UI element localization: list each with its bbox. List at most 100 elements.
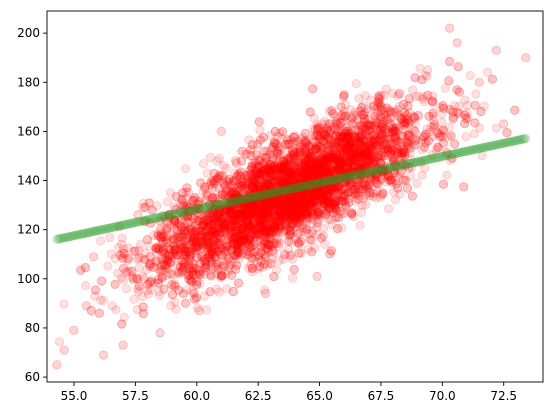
observed-point xyxy=(161,225,172,235)
observed-point xyxy=(357,122,367,132)
observed-point xyxy=(235,193,245,203)
observed-point xyxy=(364,181,374,191)
observed-point xyxy=(312,131,322,141)
observed-point xyxy=(286,213,296,223)
observed-point xyxy=(219,161,229,171)
observed-point xyxy=(265,211,275,221)
observed-point xyxy=(142,235,152,245)
observed-point xyxy=(347,113,357,123)
observed-point xyxy=(241,204,251,214)
observed-point xyxy=(306,180,316,190)
observed-point xyxy=(403,130,413,141)
observed-point xyxy=(207,248,217,258)
observed-point xyxy=(280,221,291,231)
observed-point xyxy=(157,238,167,248)
observed-point xyxy=(392,136,402,146)
observed-point xyxy=(307,247,317,257)
observed-point xyxy=(405,143,415,153)
observed-point xyxy=(382,144,393,154)
observed-point xyxy=(286,237,296,247)
observed-point xyxy=(244,203,254,213)
observed-point xyxy=(179,246,189,256)
observed-point xyxy=(211,199,221,210)
observed-point xyxy=(376,172,386,182)
observed-point xyxy=(247,140,257,150)
observed-point xyxy=(232,250,243,260)
observed-point xyxy=(257,207,267,217)
observed-point xyxy=(294,167,304,177)
observed-point xyxy=(247,263,257,274)
observed-point xyxy=(155,216,165,226)
observed-point xyxy=(355,220,365,230)
observed-point xyxy=(181,164,191,174)
observed-point xyxy=(284,183,294,193)
observed-point xyxy=(342,188,353,198)
observed-point xyxy=(145,261,155,271)
observed-point xyxy=(287,146,297,157)
observed-point xyxy=(199,159,209,169)
observed-point xyxy=(297,178,307,188)
observed-point xyxy=(177,267,187,277)
observed-point xyxy=(351,149,361,159)
observed-point xyxy=(438,179,449,189)
observed-point xyxy=(428,108,438,118)
observed-point xyxy=(381,177,391,187)
observed-point xyxy=(372,125,382,135)
observed-point xyxy=(318,184,328,194)
observed-point xyxy=(265,159,275,169)
observed-point xyxy=(286,169,297,179)
observed-point xyxy=(201,222,211,232)
observed-point xyxy=(284,176,295,186)
observed-point xyxy=(191,226,201,236)
observed-point xyxy=(305,179,315,190)
observed-point xyxy=(165,188,176,198)
observed-point xyxy=(171,192,181,202)
observed-point xyxy=(280,250,290,260)
observed-point xyxy=(294,220,304,230)
observed-point xyxy=(274,226,284,236)
observed-point xyxy=(299,189,309,199)
observed-point xyxy=(217,217,227,227)
observed-point xyxy=(246,212,256,222)
observed-point xyxy=(174,218,184,228)
observed-point xyxy=(352,166,362,176)
observed-point xyxy=(361,183,372,193)
observed-point xyxy=(417,145,427,155)
observed-point xyxy=(301,147,311,157)
observed-point xyxy=(418,92,429,102)
observed-point xyxy=(263,241,273,251)
observed-point xyxy=(230,199,240,209)
observed-point xyxy=(257,166,267,176)
observed-point xyxy=(319,167,330,177)
observed-point xyxy=(305,157,316,168)
observed-point xyxy=(209,253,219,263)
observed-point xyxy=(347,159,357,169)
observed-point xyxy=(308,84,318,94)
observed-point xyxy=(313,210,323,220)
observed-point xyxy=(255,135,265,145)
observed-point xyxy=(356,186,366,196)
observed-point xyxy=(143,279,153,289)
observed-point xyxy=(289,220,299,230)
observed-point xyxy=(241,225,251,235)
observed-point xyxy=(364,155,374,165)
observed-point xyxy=(138,302,148,312)
observed-point xyxy=(362,164,372,174)
observed-point xyxy=(265,174,275,184)
observed-point xyxy=(438,125,449,135)
observed-point xyxy=(137,271,147,281)
observed-point xyxy=(170,244,180,254)
observed-point xyxy=(117,319,127,329)
observed-point xyxy=(238,249,248,259)
observed-point xyxy=(230,225,241,235)
observed-point xyxy=(304,191,314,201)
observed-point xyxy=(369,130,379,140)
observed-point xyxy=(483,67,493,78)
observed-point xyxy=(256,167,267,177)
observed-point xyxy=(444,56,455,67)
observed-point xyxy=(258,213,269,223)
observed-point xyxy=(387,137,397,147)
observed-point xyxy=(384,147,394,157)
observed-point xyxy=(264,246,274,256)
observed-point xyxy=(226,200,237,210)
